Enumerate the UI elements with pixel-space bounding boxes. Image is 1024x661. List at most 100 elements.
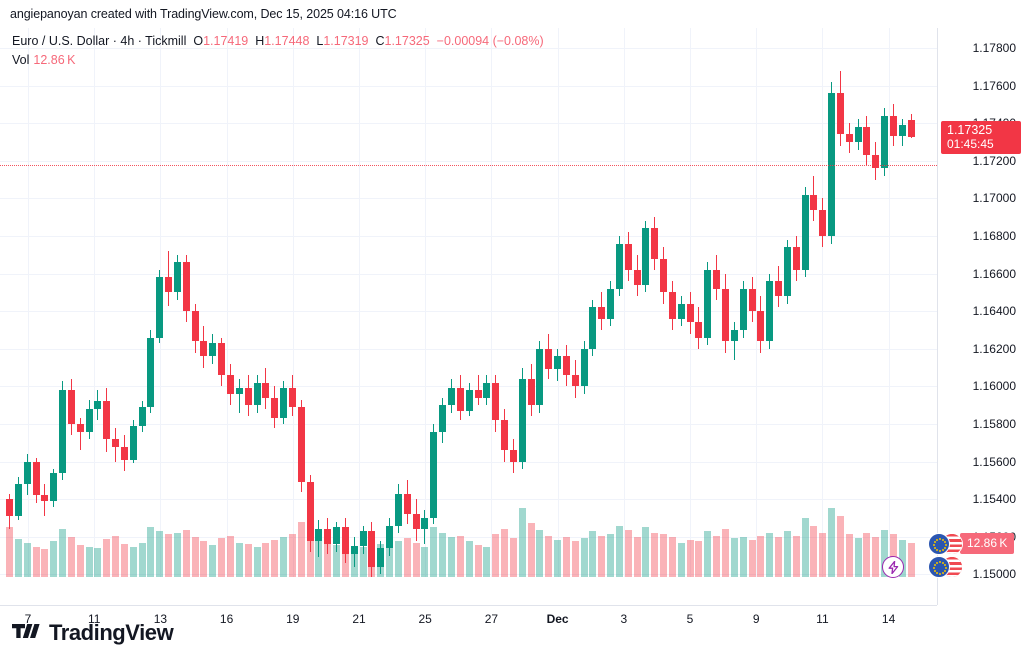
candle-body — [165, 277, 173, 293]
candlestick — [147, 28, 155, 528]
volume-bar — [386, 545, 394, 577]
tradingview-wordmark: TradingView — [49, 620, 174, 645]
candlestick — [828, 28, 836, 528]
currency-pair-flags-bottom[interactable] — [928, 556, 968, 578]
tradingview-mark-icon — [12, 623, 40, 638]
volume-bar — [394, 541, 402, 577]
candlestick — [271, 28, 279, 528]
volume-bar — [889, 534, 897, 577]
candle-body — [766, 281, 774, 342]
candle-body — [783, 247, 791, 297]
candle-body — [209, 343, 217, 357]
candlestick — [501, 28, 509, 528]
candlestick — [456, 28, 464, 528]
candlestick-plot[interactable] — [0, 28, 937, 577]
candlestick — [50, 28, 58, 528]
candle-body — [6, 499, 13, 517]
lightning-bolt-icon[interactable] — [882, 556, 904, 578]
volume-bar — [456, 535, 464, 577]
candlestick — [554, 28, 562, 528]
volume-bar — [67, 536, 75, 577]
candlestick — [642, 28, 650, 528]
candlestick — [571, 28, 579, 528]
candlestick — [677, 28, 685, 528]
candle-body — [280, 388, 288, 419]
volume-bar — [881, 530, 889, 577]
candlestick — [262, 28, 270, 528]
candle-body — [85, 408, 93, 432]
time-axis-tick: 13 — [153, 612, 168, 626]
candlestick — [182, 28, 190, 528]
candle-body — [386, 525, 394, 549]
candlestick — [660, 28, 668, 528]
price-axis[interactable]: 1.17325 01:45:45 12.86 K 1.17800 1.17600 1… — [937, 28, 1024, 605]
candle-body — [200, 341, 208, 357]
price-axis-tick: 1.16400 — [972, 304, 1016, 319]
candle-body — [828, 93, 836, 236]
candle-body — [271, 397, 279, 419]
candlestick — [810, 28, 818, 528]
candle-body — [492, 382, 500, 421]
time-axis-tick: 21 — [352, 612, 366, 626]
volume-bar — [660, 534, 668, 577]
time-axis[interactable]: 7 11 13 16 19 21 25 27 Dec 3 5 9 11 14 — [0, 605, 937, 633]
candle-body — [819, 209, 827, 236]
price-axis-tick: 1.17800 — [972, 41, 1016, 55]
currency-pair-flags-top[interactable] — [928, 533, 968, 555]
volume-bar — [6, 527, 13, 577]
candle-body — [191, 311, 199, 342]
candlestick — [173, 28, 181, 528]
volume-bar — [253, 546, 261, 577]
candle-body — [562, 356, 570, 376]
candlestick — [394, 28, 402, 534]
candlestick — [333, 28, 341, 552]
volume-bar — [518, 508, 526, 577]
candle-body — [509, 450, 517, 462]
candle-wick — [79, 418, 81, 451]
volume-bar — [412, 542, 420, 577]
candlestick — [889, 28, 897, 528]
volume-bar — [536, 530, 544, 577]
candlestick — [792, 28, 800, 528]
candlestick — [748, 28, 756, 528]
candlestick — [722, 28, 729, 528]
price-axis-tick: 1.17600 — [972, 78, 1016, 93]
candlestick — [103, 28, 111, 528]
candle-body — [447, 388, 455, 406]
candlestick — [112, 28, 120, 528]
chart-area[interactable] — [0, 28, 1024, 605]
candlestick — [757, 28, 765, 528]
candle-body — [801, 194, 809, 270]
volume-bar — [50, 541, 58, 577]
volume-bar — [112, 535, 120, 577]
candlestick — [439, 28, 447, 528]
volume-bar — [138, 542, 146, 577]
candle-wick — [477, 375, 479, 406]
candlestick — [138, 28, 146, 528]
candlestick — [297, 28, 305, 528]
volume-bar — [262, 542, 270, 577]
volume-bar — [226, 535, 234, 577]
volume-bar — [288, 534, 296, 577]
candle-body — [571, 375, 579, 387]
eu-flag-icon — [928, 533, 950, 555]
volume-bar — [792, 535, 800, 577]
volume-bar — [191, 536, 199, 577]
candle-body — [359, 531, 367, 547]
volume-bar — [359, 546, 367, 577]
volume-bar — [580, 538, 588, 577]
volume-bar — [315, 535, 323, 577]
time-axis-tick: 11 — [87, 612, 101, 626]
volume-bar — [59, 528, 67, 577]
candle-body — [501, 420, 509, 451]
volume-bar — [633, 536, 641, 577]
candlestick — [465, 28, 473, 528]
candle-body — [147, 337, 155, 408]
candlestick — [280, 28, 288, 528]
volume-bar — [218, 538, 226, 577]
candle-body — [403, 493, 411, 515]
volume-bar — [686, 539, 694, 577]
candlestick — [854, 28, 862, 528]
candle-body — [607, 288, 615, 319]
volume-bar — [403, 538, 411, 577]
